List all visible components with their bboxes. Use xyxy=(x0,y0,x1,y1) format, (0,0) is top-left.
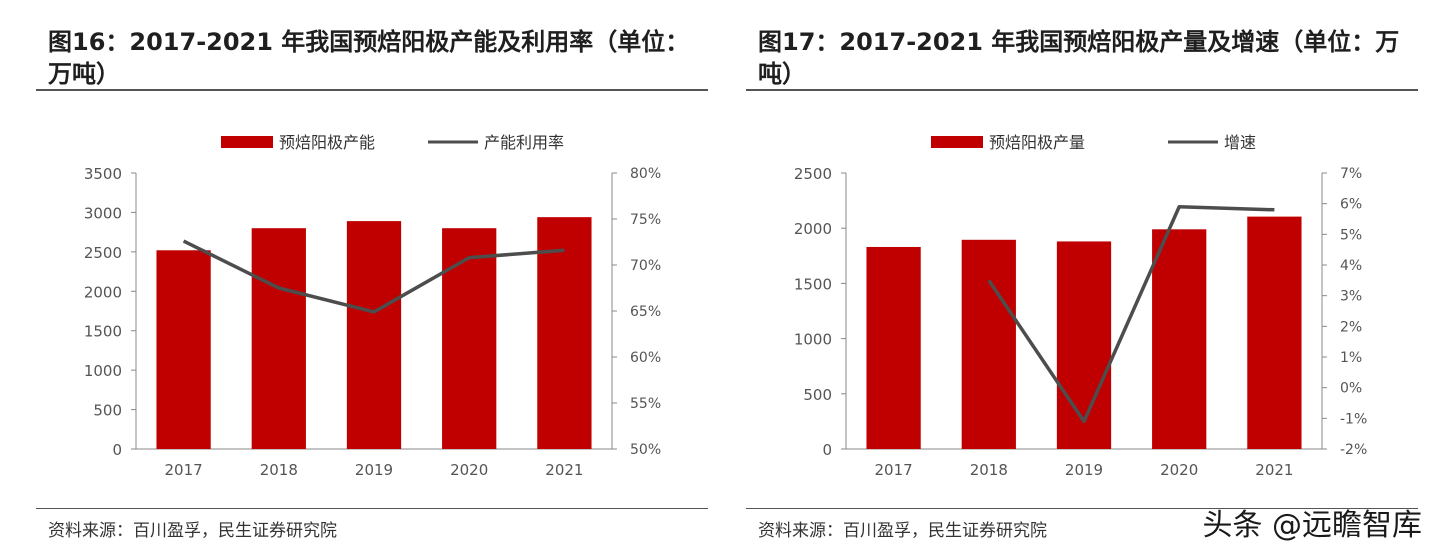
y2-tick-label: 2% xyxy=(1340,319,1362,335)
title-divider xyxy=(36,89,708,91)
chart-panel-capacity: 图16：2017-2021 年我国预焙阳极产能及利用率（单位：万吨） 预焙阳极产… xyxy=(36,0,708,555)
x-tick-label: 2017 xyxy=(875,461,913,479)
capacity-chart: 预焙阳极产能 产能利用率 0 500 1000 1500 2000 2500 3000 3500 5… xyxy=(84,133,661,479)
y2-tick-label: 55% xyxy=(630,396,661,412)
x-tick-label: 2017 xyxy=(165,461,203,479)
y2-tick-label: 0% xyxy=(1340,381,1362,397)
y-tick-label: 2000 xyxy=(794,220,832,238)
y2-tick-label: 3% xyxy=(1340,289,1362,305)
source-note: 资料来源：百川盈孚，民生证券研究院 xyxy=(758,521,1047,541)
legend-label-bar: 预焙阳极产量 xyxy=(989,133,1085,152)
x-tick-label: 2021 xyxy=(545,461,583,479)
bar xyxy=(961,239,1016,449)
bar xyxy=(866,246,921,449)
y-tick-label: 2000 xyxy=(84,283,122,301)
y2-tick-label: 1% xyxy=(1340,350,1362,366)
y-tick-label: 1500 xyxy=(794,275,832,293)
source-note: 资料来源：百川盈孚，民生证券研究院 xyxy=(48,521,337,541)
output-chart: 预焙阳极产量 增速 0 500 1000 1500 2000 2500 -2% -1% 0% 1% 2%… xyxy=(794,133,1367,479)
legend-label-line: 增速 xyxy=(1224,133,1256,152)
y2-tick-label: -1% xyxy=(1340,411,1367,427)
source-divider xyxy=(36,508,708,509)
chart-title: 图16：2017-2021 年我国预焙阳极产能及利用率（单位：万吨） xyxy=(48,28,690,88)
bar xyxy=(442,228,497,449)
y2-tick-label: 70% xyxy=(630,258,661,274)
y-tick-label: 0 xyxy=(112,441,122,459)
y-tick-label: 2500 xyxy=(84,244,122,262)
y2-tick-label: 50% xyxy=(630,442,661,458)
y-tick-label: 1000 xyxy=(84,362,122,380)
y-tick-label: 1000 xyxy=(794,331,832,349)
series-line xyxy=(987,204,1275,424)
y-tick-label: 500 xyxy=(93,402,122,420)
y2-tick-label: 6% xyxy=(1340,197,1362,213)
y2-tick-label: -2% xyxy=(1340,442,1367,458)
y2-tick-label: 5% xyxy=(1340,227,1362,243)
y-tick-label: 3500 xyxy=(84,165,122,183)
x-tick-label: 2020 xyxy=(450,461,488,479)
y2-tick-label: 65% xyxy=(630,304,661,320)
bar xyxy=(1247,216,1302,449)
y2-tick-label: 80% xyxy=(630,166,661,182)
legend-swatch-bar xyxy=(931,136,983,148)
y2-tick-label: 4% xyxy=(1340,258,1362,274)
y-tick-label: 3000 xyxy=(84,204,122,222)
source-divider xyxy=(746,508,1418,509)
bar xyxy=(251,228,306,449)
y-tick-label: 2500 xyxy=(794,165,832,183)
y2-tick-label: 7% xyxy=(1340,166,1362,182)
y-tick-label: 0 xyxy=(822,441,832,459)
legend-swatch-bar xyxy=(221,136,273,148)
x-tick-label: 2020 xyxy=(1160,461,1198,479)
legend-label-bar: 预焙阳极产能 xyxy=(279,133,375,152)
x-tick-label: 2018 xyxy=(970,461,1008,479)
chart-title: 图17：2017-2021 年我国预焙阳极产量及增速（单位：万吨） xyxy=(758,28,1400,88)
chart-panel-output: 图17：2017-2021 年我国预焙阳极产量及增速（单位：万吨） 预焙阳极产量… xyxy=(746,0,1418,555)
y-tick-label: 500 xyxy=(803,386,832,404)
x-tick-label: 2019 xyxy=(1065,461,1103,479)
x-tick-label: 2021 xyxy=(1255,461,1293,479)
x-tick-label: 2019 xyxy=(355,461,393,479)
bar xyxy=(1056,241,1112,449)
legend-label-line: 产能利用率 xyxy=(484,133,564,152)
y2-tick-label: 75% xyxy=(630,212,661,228)
title-divider xyxy=(746,89,1418,91)
y2-tick-label: 60% xyxy=(630,350,661,366)
bar xyxy=(537,217,592,449)
bar xyxy=(346,221,402,449)
bar xyxy=(1152,229,1207,449)
x-tick-label: 2018 xyxy=(260,461,298,479)
watermark-text: 头条 @远瞻智库 xyxy=(1202,508,1422,543)
y-tick-label: 1500 xyxy=(84,323,122,341)
bar xyxy=(156,250,211,449)
